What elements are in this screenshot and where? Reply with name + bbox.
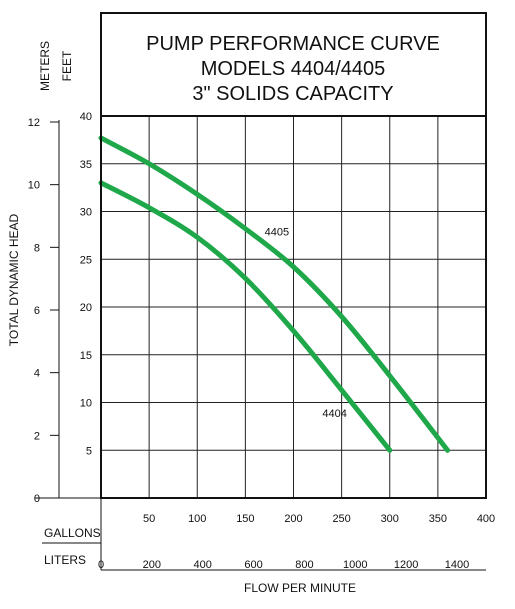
feet-unit-label: FEET bbox=[60, 50, 74, 81]
liters-tick-label: 0 bbox=[98, 559, 104, 571]
liters-tick-label: 600 bbox=[244, 559, 262, 571]
x-axis-title: FLOW PER MINUTE bbox=[244, 581, 356, 595]
chart-title-line-3: 3" SOLIDS CAPACITY bbox=[192, 83, 393, 105]
liters-tick-label: 1400 bbox=[445, 559, 469, 571]
y-tick-label: 35 bbox=[80, 159, 92, 171]
x-tick-label: 350 bbox=[429, 513, 447, 525]
series-line-4404 bbox=[98, 180, 393, 453]
series-endpoint-4404 bbox=[387, 447, 393, 453]
chart-title-line-1: PUMP PERFORMANCE CURVE bbox=[146, 33, 440, 55]
y-tick-label: 5 bbox=[86, 445, 92, 457]
y-tick-label: 30 bbox=[80, 207, 92, 219]
y-tick-label: 15 bbox=[80, 350, 92, 362]
liters-tick-label: 1200 bbox=[394, 559, 418, 571]
meters-tick-label: 10 bbox=[28, 180, 40, 192]
tick-labels: 50 100 150 200 250 300 350 40051015202530354002… bbox=[28, 111, 495, 571]
liters-tick-label: 400 bbox=[194, 559, 212, 571]
series-label-4405: 4405 bbox=[265, 226, 289, 238]
grid-lines bbox=[101, 116, 486, 498]
y-axis-title: TOTAL DYNAMIC HEAD bbox=[7, 213, 21, 346]
y-tick-label: 25 bbox=[80, 254, 92, 266]
series-line-4405 bbox=[98, 135, 450, 453]
meters-tick-label: 0 bbox=[34, 493, 40, 505]
y-tick-label: 20 bbox=[80, 302, 92, 314]
meters-tick-label: 8 bbox=[34, 242, 40, 254]
x-tick-label: 400 bbox=[477, 513, 495, 525]
axes bbox=[35, 13, 487, 571]
series-label-4404: 4404 bbox=[322, 408, 346, 420]
gallons-unit-label: GALLONS bbox=[44, 526, 101, 540]
y-tick-label: 10 bbox=[80, 398, 92, 410]
meters-tick-label: 12 bbox=[28, 117, 40, 129]
meters-unit-label: METERS bbox=[38, 41, 52, 91]
x-tick-label: 100 bbox=[188, 513, 206, 525]
liters-unit-label: LITERS bbox=[44, 553, 86, 567]
meters-tick-label: 2 bbox=[34, 430, 40, 442]
x-tick-label: 250 bbox=[332, 513, 350, 525]
chart-title-line-2: MODELS 4404/4405 bbox=[201, 58, 386, 80]
liters-tick-label: 800 bbox=[295, 559, 313, 571]
y-tick-label: 40 bbox=[80, 111, 92, 123]
liters-tick-label: 1000 bbox=[343, 559, 367, 571]
title-box bbox=[100, 12, 487, 117]
series-lines: 4405 4404 bbox=[98, 135, 450, 453]
x-tick-label: 150 bbox=[236, 513, 254, 525]
x-tick-label: 300 bbox=[381, 513, 399, 525]
meters-tick-label: 6 bbox=[34, 305, 40, 317]
x-tick-label: 200 bbox=[284, 513, 302, 525]
series-endpoint-4405 bbox=[445, 447, 450, 453]
meters-tick-label: 4 bbox=[34, 368, 40, 380]
liters-tick-label: 200 bbox=[143, 559, 161, 571]
x-tick-label: 50 bbox=[143, 513, 155, 525]
